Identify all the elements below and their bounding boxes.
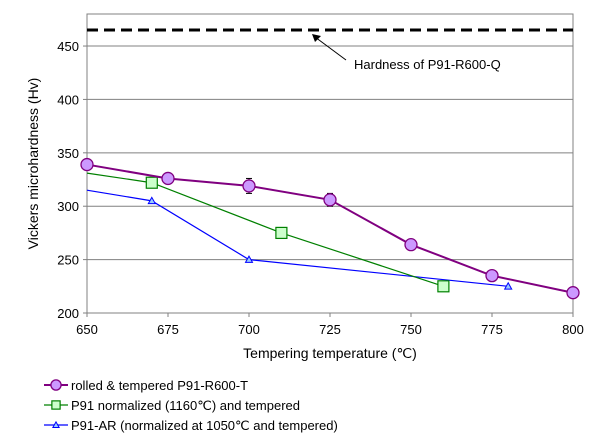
- y-tick-label: 300: [57, 199, 79, 214]
- data-point: [242, 179, 256, 193]
- data-point: [323, 193, 337, 207]
- reference-line-label: Hardness of P91-R600-Q: [354, 57, 501, 72]
- axis-ticks: 200 250 300 350 400 450 650 675 700 725 750 775 800: [57, 39, 584, 337]
- data-point: [566, 286, 580, 300]
- series-line: [86, 163, 574, 294]
- x-tick-label: 800: [562, 322, 584, 337]
- data-point: [437, 280, 450, 293]
- x-tick-label: 775: [481, 322, 503, 337]
- series-1: [80, 157, 580, 300]
- data-point: [485, 268, 499, 283]
- series-line: [86, 189, 509, 287]
- x-tick-label: 750: [400, 322, 422, 337]
- x-axis-title: Tempering temperature (℃): [243, 345, 417, 361]
- data-point: [244, 255, 254, 263]
- y-tick-label: 350: [57, 146, 79, 161]
- x-tick-label: 725: [319, 322, 341, 337]
- y-axis-title: Vickers microhardness (Hv): [25, 78, 41, 250]
- x-tick-label: 700: [238, 322, 260, 337]
- y-tick-label: 250: [57, 253, 79, 268]
- legend-item-3: P91-AR (normalized at 1050℃ and tempered…: [44, 418, 338, 433]
- reference-line-group: Hardness of P91-R600-Q: [87, 28, 573, 72]
- legend-marker: [50, 379, 62, 391]
- legend-label: P91 normalized (1160℃) and tempered: [71, 398, 300, 413]
- x-tick-label: 675: [157, 322, 179, 337]
- legend-marker: [51, 400, 61, 410]
- data-point: [404, 238, 418, 252]
- legend-label: P91-AR (normalized at 1050℃ and tempered…: [71, 418, 338, 433]
- series-3: [86, 189, 513, 290]
- data-point: [147, 196, 157, 205]
- annotation-arrowhead: [312, 34, 321, 43]
- legend: rolled & tempered P91-R600-T P91 normaliz…: [44, 378, 338, 433]
- legend-item-2: P91 normalized (1160℃) and tempered: [44, 398, 300, 413]
- data-point: [161, 171, 175, 186]
- data-point: [80, 157, 94, 172]
- y-tick-label: 400: [57, 92, 79, 107]
- y-tick-label: 450: [57, 39, 79, 54]
- x-tick-label: 650: [76, 322, 98, 337]
- series-line: [86, 172, 444, 287]
- annotation-arrow: [314, 36, 347, 61]
- data-point: [145, 176, 158, 189]
- series-2: [86, 172, 450, 293]
- data-point: [275, 226, 288, 240]
- legend-item-1: rolled & tempered P91-R600-T: [44, 378, 248, 393]
- gridlines: [87, 45, 573, 261]
- data-point: [503, 281, 513, 290]
- legend-marker: [52, 420, 60, 429]
- y-tick-label: 200: [57, 306, 79, 321]
- data-series: [80, 157, 580, 300]
- legend-label: rolled & tempered P91-R600-T: [71, 378, 248, 393]
